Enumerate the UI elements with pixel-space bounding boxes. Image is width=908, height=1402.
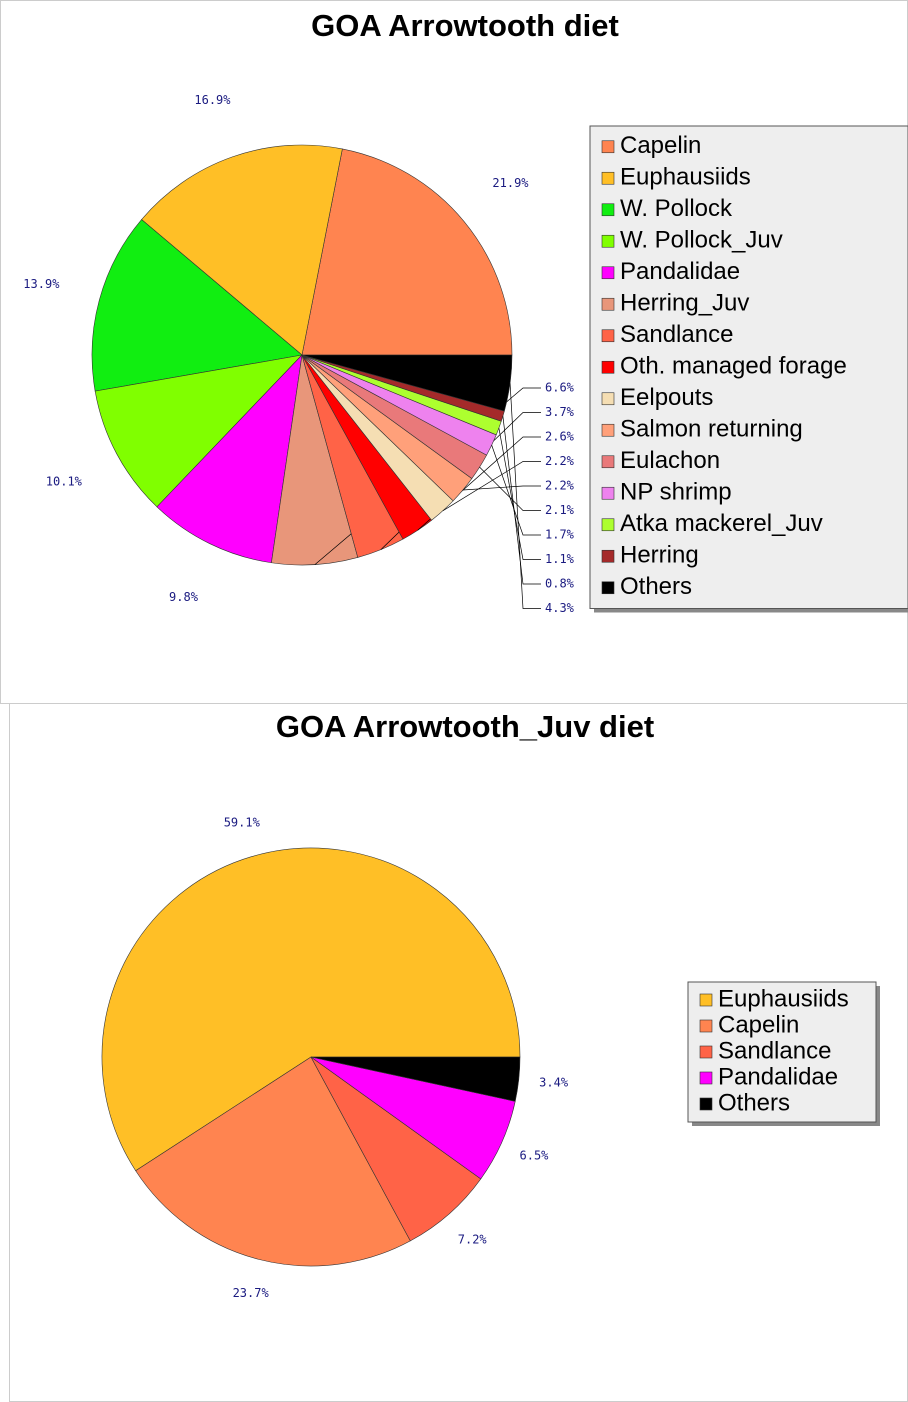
legend-label: Capelin: [620, 132, 701, 159]
value-label: 2.1%: [545, 503, 575, 517]
legend-label: W. Pollock_Juv: [620, 227, 783, 254]
legend-swatch: [601, 455, 615, 469]
pie-slice: [301, 148, 513, 356]
value-label: 2.6%: [545, 430, 575, 444]
value-label: 10.1%: [46, 475, 83, 489]
value-label: 59.1%: [224, 816, 261, 830]
legend-swatch: [699, 1097, 713, 1111]
leader-line: [498, 428, 541, 560]
legend-label: Atka mackerel_Juv: [620, 510, 823, 537]
value-label: 1.7%: [545, 528, 575, 542]
legend-swatch: [601, 360, 615, 374]
legend-label: Capelin: [718, 1011, 799, 1038]
value-label: 21.9%: [492, 176, 529, 190]
legend-label: Euphausiids: [620, 164, 751, 191]
value-label: 9.8%: [169, 590, 199, 604]
legend-label: Others: [718, 1089, 790, 1116]
pie-slice: [135, 1056, 411, 1267]
leader-line: [479, 466, 541, 511]
leader-line: [462, 485, 541, 491]
value-label: 7.2%: [458, 1233, 488, 1247]
legend: [687, 981, 877, 1123]
value-label: 13.9%: [23, 277, 60, 291]
legend-label: Herring: [620, 542, 699, 569]
legend: [589, 125, 908, 609]
legend-swatch: [601, 486, 615, 500]
pie-slice: [156, 354, 303, 564]
leader-line: [509, 383, 541, 609]
legend-swatch: [601, 518, 615, 532]
legend-label: Pandalidae: [718, 1063, 838, 1090]
leader-line: [491, 444, 541, 536]
leader-line: [442, 461, 541, 512]
legend-swatch: [601, 329, 615, 343]
value-label: 23.7%: [233, 1286, 270, 1300]
value-label: 1.1%: [545, 552, 575, 566]
legend-swatch: [601, 392, 615, 406]
chart-title: GOA Arrowtooth diet: [311, 8, 619, 43]
legend-swatch: [601, 140, 615, 154]
value-label: 0.8%: [545, 577, 575, 591]
value-label: 2.2%: [545, 454, 575, 468]
pie-slice: [301, 354, 513, 412]
legend-swatch: [601, 549, 615, 563]
value-label: 6.6%: [545, 381, 575, 395]
legend-swatch: [601, 266, 615, 280]
pie-slice: [101, 847, 521, 1172]
legend-swatch: [601, 581, 615, 595]
leader-line: [502, 416, 541, 585]
legend-label: Eelpouts: [620, 384, 713, 411]
legend-label: Eulachon: [620, 447, 720, 474]
pie-slice: [310, 1056, 521, 1102]
legend-swatch: [699, 993, 713, 1007]
pie-slice: [141, 144, 343, 356]
legend-label: W. Pollock: [620, 195, 733, 222]
legend-label: Sandlance: [718, 1037, 831, 1064]
legend-swatch: [601, 234, 615, 248]
legend-swatch: [601, 423, 615, 437]
legend-label: Herring_Juv: [620, 290, 749, 317]
legend-label: Pandalidae: [620, 258, 740, 285]
value-label: 4.3%: [545, 601, 575, 615]
legend-label: Sandlance: [620, 321, 733, 348]
chart-title: GOA Arrowtooth_Juv diet: [276, 709, 654, 744]
pie-slice: [91, 219, 303, 392]
legend-swatch: [601, 171, 615, 185]
legend-swatch: [699, 1045, 713, 1059]
pie-slice: [94, 354, 303, 508]
value-label: 3.4%: [539, 1076, 569, 1090]
legend-label: Others: [620, 573, 692, 600]
value-label: 3.7%: [545, 405, 575, 419]
legend-label: Oth. managed forage: [620, 353, 847, 380]
value-label: 2.2%: [545, 479, 575, 493]
legend-swatch: [601, 297, 615, 311]
legend-label: Euphausiids: [718, 985, 849, 1012]
legend-label: Salmon returning: [620, 416, 803, 443]
legend-swatch: [699, 1071, 713, 1085]
legend-swatch: [601, 203, 615, 217]
value-label: 6.5%: [520, 1149, 550, 1163]
legend-swatch: [699, 1019, 713, 1033]
value-label: 16.9%: [194, 93, 231, 107]
legend-label: NP shrimp: [620, 479, 732, 506]
